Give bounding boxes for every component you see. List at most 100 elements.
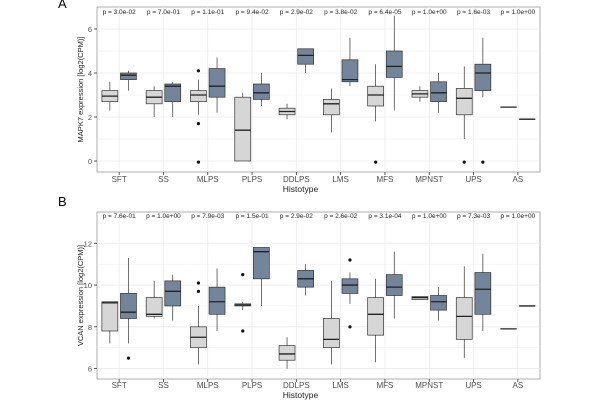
box-body <box>120 293 137 319</box>
box-light-ddlps <box>278 103 296 120</box>
box-light-mlps <box>190 281 207 365</box>
p-value-label: p = 1.0e+00 <box>500 213 535 220</box>
box-dark-mfs <box>385 251 403 319</box>
box-dark-ddlps <box>297 48 314 73</box>
box-dark-plps <box>253 73 270 106</box>
outlier-point <box>126 356 131 360</box>
box-light-plps <box>234 273 252 333</box>
box-light-plps <box>234 92 252 162</box>
box-body <box>341 59 359 83</box>
outlier-point <box>348 325 352 329</box>
outlier-point <box>196 281 201 285</box>
p-value-label: p = 3.8e-02 <box>324 9 357 16</box>
outlier-point <box>241 329 245 333</box>
box-body <box>164 83 182 102</box>
box-body <box>474 272 492 315</box>
box-light-mfs <box>367 278 384 363</box>
x-tick-label: AS <box>513 175 524 184</box>
outlier-point <box>196 69 201 73</box>
box-body <box>164 280 182 307</box>
box-light-sft <box>101 301 119 344</box>
box-light-lms <box>323 280 340 365</box>
x-tick-label: MFS <box>377 175 394 184</box>
box-dark-mpnst <box>430 287 447 321</box>
p-value-label: p = 1.1e-01 <box>191 9 224 16</box>
box-dark-mfs <box>385 15 403 111</box>
box-light-mpnst <box>411 296 429 301</box>
x-tick-label: MPNST <box>415 175 443 184</box>
x-tick-label: SFT <box>112 175 127 184</box>
box-body <box>385 274 403 296</box>
box-light-ups <box>455 266 473 359</box>
box-dark-sft <box>120 257 137 360</box>
box-body <box>208 68 226 98</box>
box-body <box>341 278 359 294</box>
x-tick-label: LMS <box>332 381 348 390</box>
y-axis-title: MAPK7 expression [log2(CPM)] <box>76 37 85 143</box>
box-light-mlps <box>190 69 207 164</box>
box-dark-mlps <box>208 268 226 331</box>
box-dark-ss <box>164 274 182 321</box>
x-tick-label: MFS <box>377 381 394 390</box>
p-value-label: p = 2.6e-02 <box>324 213 357 220</box>
panel-b: 6 8 10 12 SFT SS MLPS PLPS DDLPS LMS MFS MPNST UPS AS… <box>58 194 541 400</box>
x-tick-label: PLPS <box>242 175 262 184</box>
outlier-point <box>196 122 201 126</box>
outlier-point <box>196 160 201 164</box>
x-tick-label: MLPS <box>197 381 219 390</box>
p-value-label: p = 7.9e-03 <box>191 213 224 220</box>
box-body <box>323 318 340 349</box>
box-body <box>474 63 492 91</box>
outlier-point <box>241 273 245 277</box>
box-dark-lms <box>341 258 359 329</box>
x-tick-label: MPNST <box>415 381 443 390</box>
box-body <box>385 50 403 78</box>
p-value-label: p = 9.4e-02 <box>236 9 269 16</box>
box-body <box>455 88 473 116</box>
y-tick-label: 6 <box>88 365 92 374</box>
box-body <box>430 81 447 102</box>
box-light-ss <box>145 280 163 319</box>
box-dark-plps <box>253 247 270 306</box>
box-dark-ss <box>164 81 182 117</box>
p-value-label: p = 1.0e+00 <box>500 9 535 16</box>
box-dark-sft <box>120 70 137 91</box>
y-axis-title: VCAN expression [log2(CPM)] <box>76 245 85 346</box>
box-body <box>323 99 340 116</box>
box-dark-mpnst <box>430 73 447 113</box>
box-body <box>367 297 384 336</box>
box-body <box>278 345 296 361</box>
y-tick-label: 6 <box>88 25 92 34</box>
box-light-sft <box>101 81 119 111</box>
box-body <box>253 247 270 280</box>
p-value-label: p = 7.0e-01 <box>147 9 180 16</box>
box-body <box>234 96 252 162</box>
x-axis-title: Histotype <box>283 390 319 400</box>
p-value-label: p = 7.6e-01 <box>103 213 136 220</box>
x-tick-label: SS <box>158 381 169 390</box>
p-value-label: p = 3.0e-02 <box>103 9 136 16</box>
box-light-ddlps <box>278 337 296 369</box>
box-body <box>120 72 137 80</box>
box-dark-ups <box>474 253 492 331</box>
box-light-mpnst <box>411 86 429 102</box>
box-body <box>430 295 447 311</box>
p-value-label: p = 7.3e-03 <box>457 213 490 220</box>
y-tick-label: 10 <box>84 281 92 290</box>
y-tick-label: 4 <box>88 69 92 78</box>
box-body <box>367 85 384 107</box>
box-body <box>101 301 119 332</box>
p-value-label: p = 1.6e-03 <box>457 9 490 16</box>
p-value-label: p = 1.0e+00 <box>412 213 447 220</box>
y-tick-label: 0 <box>88 157 92 166</box>
box-body <box>190 90 207 102</box>
panel-label: B <box>58 194 67 209</box>
box-light-ss <box>145 86 163 117</box>
y-tick-label: 12 <box>84 239 92 248</box>
p-value-label: p = 6.4e-05 <box>368 9 401 16</box>
x-tick-label: UPS <box>465 175 481 184</box>
box-light-mfs <box>367 64 384 164</box>
p-value-label: p = 1.0e+00 <box>412 9 447 16</box>
outlier-point <box>481 160 485 164</box>
